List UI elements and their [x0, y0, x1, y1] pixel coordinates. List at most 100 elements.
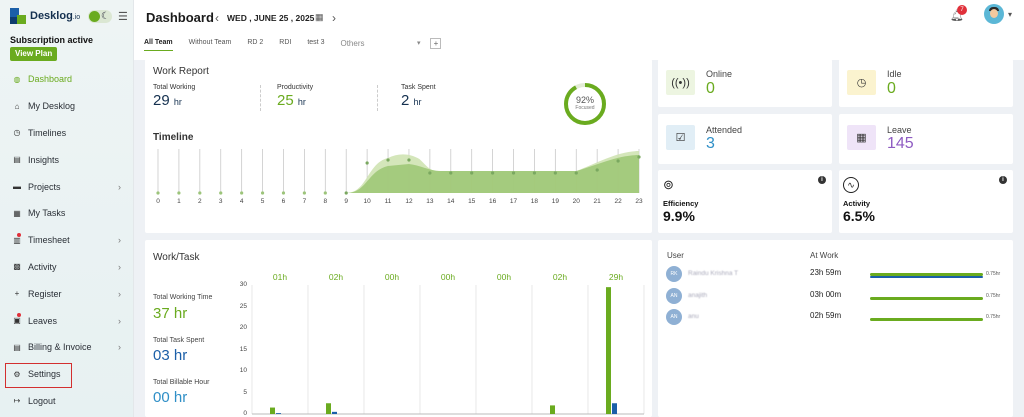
timeline-point	[511, 171, 516, 175]
chevron-right-icon: ›	[118, 235, 121, 246]
sidebar-item-register[interactable]: + Register ›	[0, 280, 134, 307]
timeline-tick-label: 19	[551, 198, 559, 205]
y-tick-label: 0	[243, 410, 247, 417]
tab-test-3[interactable]: test 3	[307, 39, 325, 46]
brand-name: Desklog	[30, 10, 73, 22]
timeline-tick-label: 7	[302, 198, 307, 205]
leave-label: Leave	[887, 125, 912, 135]
total-working-value: 29 hr	[153, 92, 182, 109]
timeline-point	[637, 155, 641, 159]
task-progress-bar	[870, 276, 983, 278]
sidebar-item-label: Dashboard	[28, 74, 73, 85]
sidebar-item-logout[interactable]: ↦ Logout	[0, 388, 134, 415]
leave-value: 145	[887, 135, 914, 152]
bar	[550, 405, 555, 414]
timeline-title: Timeline	[153, 132, 194, 143]
timeline-tick-label: 9	[344, 198, 349, 205]
sidebar-item-label: Timelines	[28, 127, 67, 138]
logo[interactable]: Desklog.io	[10, 8, 80, 24]
sidebar-item-projects[interactable]: ▬ Projects ›	[0, 173, 134, 200]
efficiency-label: Efficiency	[663, 199, 699, 208]
bar	[612, 403, 617, 414]
efficiency-value: 9.9%	[663, 208, 695, 224]
online-label: Online	[706, 69, 733, 79]
sun-icon	[89, 11, 100, 22]
table-row[interactable]: AN anu 02h 59m 0.75hr	[658, 309, 1014, 329]
timeline-point	[260, 191, 265, 195]
calendar-picker-icon[interactable]: ▦	[315, 12, 324, 22]
attended-card[interactable]: ☑ Attended 3	[658, 114, 832, 164]
bar	[332, 411, 337, 414]
timeline-point	[365, 161, 369, 165]
user-avatar: AN	[666, 288, 682, 304]
attended-label: Attended	[706, 125, 743, 135]
sidebar-item-timelines[interactable]: ◷ Timelines	[0, 120, 134, 147]
others-select[interactable]: Others ▾	[340, 39, 420, 48]
sidebar-item-leaves[interactable]: ▣ Leaves ›	[0, 307, 134, 334]
activity-card: ∿ i Activity 6.5%	[839, 170, 1013, 233]
total-working-time-value: 37 hr	[153, 305, 188, 322]
activity-info-icon[interactable]: i	[999, 176, 1007, 184]
column-hours-label: 00h	[496, 272, 512, 282]
y-tick-label: 25	[239, 302, 247, 310]
activity-pulse-icon: ∿	[843, 177, 859, 193]
table-row[interactable]: RK Raindu Krishna T 23h 59m 0.75hr	[658, 266, 1014, 286]
timeline-point	[302, 191, 306, 195]
timeline-tick-label: 6	[281, 198, 286, 205]
user-column-header: User	[667, 251, 684, 260]
avatar[interactable]	[984, 4, 1004, 24]
sidebar: Desklog.io ☾ ☰ Subscription active View …	[0, 0, 134, 417]
chevron-down-icon[interactable]: ▾	[1008, 10, 1013, 19]
leaves-icon: ▣	[13, 316, 21, 326]
chevron-right-icon: ›	[118, 342, 121, 353]
user-name: Raindu Krishna T	[688, 270, 739, 277]
task-spent-label: Task Spent	[401, 84, 436, 91]
subscription-status: Subscription active	[10, 35, 94, 45]
y-tick-label: 5	[243, 388, 247, 396]
timeline-tick-label: 1	[177, 198, 181, 205]
tab-rdi[interactable]: RDI	[279, 39, 292, 46]
activity-label: Activity	[843, 199, 871, 208]
sidebar-item-dashboard[interactable]: ◍ Dashboard	[0, 66, 134, 93]
chevron-right-icon: ›	[118, 288, 121, 299]
grid-icon: ▩	[13, 262, 21, 272]
sidebar-item-insights[interactable]: ▤ Insights	[0, 146, 134, 173]
timeline-point	[470, 171, 474, 175]
leave-card[interactable]: ▦ Leave 145	[839, 114, 1013, 164]
sidebar-item-timesheet[interactable]: ▥ Timesheet ›	[0, 227, 134, 254]
clock-icon: ◷	[13, 128, 21, 138]
timeline-tick-label: 22	[614, 198, 622, 205]
sidebar-item-billing-invoice[interactable]: ▤ Billing & Invoice ›	[0, 334, 134, 361]
efficiency-info-icon[interactable]: i	[818, 176, 826, 184]
collapse-menu-icon[interactable]: ☰	[118, 11, 128, 23]
activity-value: 6.5%	[843, 208, 875, 224]
theme-toggle[interactable]: ☾	[88, 10, 112, 23]
timeline-point	[616, 159, 620, 163]
idle-label: Idle	[887, 69, 902, 79]
logout-icon: ↦	[13, 396, 21, 406]
table-row[interactable]: AN anajith 03h 00m 0.75hr	[658, 288, 1014, 308]
add-tab-button[interactable]: +	[430, 37, 442, 49]
work-task-card: Work/Task Total Working Time 37 hr Total…	[145, 240, 652, 417]
tab-without-team[interactable]: Without Team	[188, 39, 232, 46]
view-plan-button[interactable]: View Plan	[10, 47, 58, 61]
timeline-point	[281, 191, 286, 195]
progress-value: 0.75hr	[986, 293, 1001, 299]
sidebar-item-label: Activity	[28, 261, 57, 272]
next-date-icon[interactable]: ›	[332, 11, 336, 25]
sidebar-item-my-tasks[interactable]: ▦ My Tasks	[0, 200, 134, 227]
timeline-tick-label: 0	[156, 198, 160, 205]
prev-date-icon[interactable]: ‹	[215, 11, 219, 25]
tab-rd-2[interactable]: RD 2	[247, 39, 264, 46]
tab-all-team[interactable]: All Team	[144, 35, 173, 51]
timeline-tick-label: 20	[572, 198, 580, 205]
online-value: 0	[706, 80, 715, 97]
sidebar-item-my-desklog[interactable]: ⌂ My Desklog	[0, 93, 134, 120]
chevron-right-icon: ›	[118, 261, 121, 272]
idle-card[interactable]: ◷ Idle 0	[839, 59, 1013, 107]
focused-percent: 92%	[575, 95, 594, 105]
sidebar-item-activity[interactable]: ▩ Activity ›	[0, 254, 134, 281]
sidebar-item-settings[interactable]: ⚙ Settings	[0, 361, 134, 388]
online-card[interactable]: ((•)) Online 0	[658, 59, 832, 107]
user-name: anu	[688, 313, 699, 320]
